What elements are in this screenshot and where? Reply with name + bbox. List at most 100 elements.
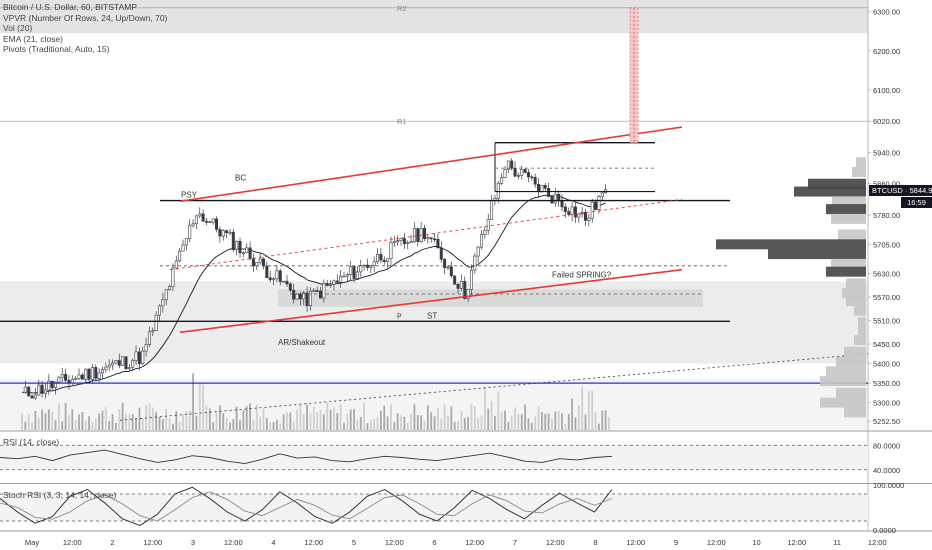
candle-body <box>37 384 41 396</box>
volume-bar <box>564 423 567 430</box>
rsi-tick-label: 80.0000 <box>873 441 900 450</box>
volume-bar <box>94 418 97 430</box>
volume-bar <box>490 400 493 430</box>
candle-body <box>218 229 222 237</box>
candle-body <box>201 213 205 222</box>
ema-indicator-label[interactable]: EMA (21, close) <box>3 33 63 44</box>
symbol-title[interactable]: Bitcoin / U.S. Dollar, 60, BITSTAMP <box>3 2 137 12</box>
candle-body <box>87 368 91 380</box>
price-tick-label: 6300.00 <box>873 8 900 17</box>
volume-bar <box>487 408 490 430</box>
volume-bar <box>91 422 94 430</box>
volume-bar <box>208 408 211 430</box>
volume-bar <box>577 405 580 430</box>
volume-bar <box>222 413 225 430</box>
volume-bar <box>215 412 218 430</box>
volume-bar <box>480 415 483 430</box>
vpvr-indicator-label[interactable]: VPVR (Number Of Rows, 24, Up/Down, 70) <box>3 12 168 23</box>
volume-bar <box>400 415 402 430</box>
vpvr-bar <box>858 325 866 336</box>
candle-body <box>523 169 527 173</box>
volume-bar <box>282 414 285 430</box>
candle-body <box>164 289 168 301</box>
rsi-pane-title[interactable]: RSI (14, close) <box>3 437 60 447</box>
candle-body <box>194 215 198 225</box>
stoch-d-line <box>0 491 613 522</box>
candle-body <box>238 240 242 254</box>
volume-bar <box>252 420 255 430</box>
volume-bar <box>182 413 184 430</box>
volume-bar <box>581 386 584 430</box>
candle-body <box>594 201 598 210</box>
stoch-tick-label: 0.0000 <box>873 526 896 535</box>
candle-body <box>30 395 34 399</box>
candle-body <box>278 270 282 282</box>
volume-bar <box>272 422 275 430</box>
time-tick-label: May <box>25 538 39 547</box>
candle-body <box>473 255 477 271</box>
volume-bar <box>81 411 84 430</box>
candle-body <box>369 265 373 268</box>
volume-bar <box>121 402 124 430</box>
volume-bar <box>101 410 104 430</box>
volume-bar <box>571 398 573 430</box>
volume-bar <box>262 408 265 430</box>
candle-body <box>429 237 433 240</box>
candle-body <box>154 314 158 331</box>
candle-body <box>104 366 108 371</box>
vpvr-bar <box>854 335 866 346</box>
volume-bar <box>470 403 473 430</box>
candle-body <box>147 331 151 345</box>
volume-bar <box>373 418 376 430</box>
candle-body <box>422 227 426 239</box>
volume-bar <box>379 410 382 430</box>
candle-body <box>550 196 554 204</box>
volume-bar <box>161 419 164 430</box>
time-tick-label: 12:00 <box>143 538 162 547</box>
volume-bar <box>218 405 221 430</box>
candle-body <box>114 360 118 364</box>
volume-bar <box>47 409 50 430</box>
channel-upper-line <box>179 126 683 203</box>
candle-body <box>124 356 128 370</box>
candle-body <box>577 213 581 218</box>
volume-bar <box>312 406 315 430</box>
volume-bar <box>104 407 107 430</box>
candle-body <box>503 169 507 178</box>
candle-body <box>520 169 524 176</box>
candle-body <box>77 374 81 379</box>
price-tick-label: 5705.00 <box>873 240 900 249</box>
vpvr-bar <box>808 178 866 189</box>
candle-body <box>27 386 31 397</box>
volume-bar <box>447 415 449 430</box>
candle-body <box>412 228 416 242</box>
pivots-indicator-label[interactable]: Pivots (Traditional, Auto, 15) <box>3 44 110 55</box>
volume-bar <box>232 418 235 430</box>
volume-bar <box>242 410 245 430</box>
candle-body <box>355 271 359 279</box>
stoch-pane-title[interactable]: Stoch RSI (3, 3, 14, 14, close) <box>3 490 117 500</box>
candle-body <box>137 351 141 364</box>
volume-bar <box>54 420 57 430</box>
vol-indicator-label[interactable]: Vol (20) <box>3 23 33 34</box>
volume-bar <box>494 416 496 430</box>
price-tick-label: 5860.00 <box>873 180 900 189</box>
volume-bar <box>239 420 241 430</box>
candle-body <box>292 289 296 300</box>
volume-bar <box>520 414 523 430</box>
candle-body <box>416 228 420 242</box>
volume-bar <box>463 417 466 430</box>
candle-body <box>399 238 403 241</box>
volume-bar <box>608 417 610 430</box>
candle-body <box>80 374 84 380</box>
volume-bar <box>601 410 604 430</box>
candle-body <box>409 241 413 244</box>
time-tick-label: 5 <box>352 538 356 547</box>
vpvr-bar <box>846 278 866 289</box>
volume-bar <box>356 419 359 430</box>
volume-bar <box>517 414 520 430</box>
vpvr-bar <box>831 258 866 269</box>
candle-body <box>295 293 299 300</box>
candle-body <box>101 369 105 374</box>
